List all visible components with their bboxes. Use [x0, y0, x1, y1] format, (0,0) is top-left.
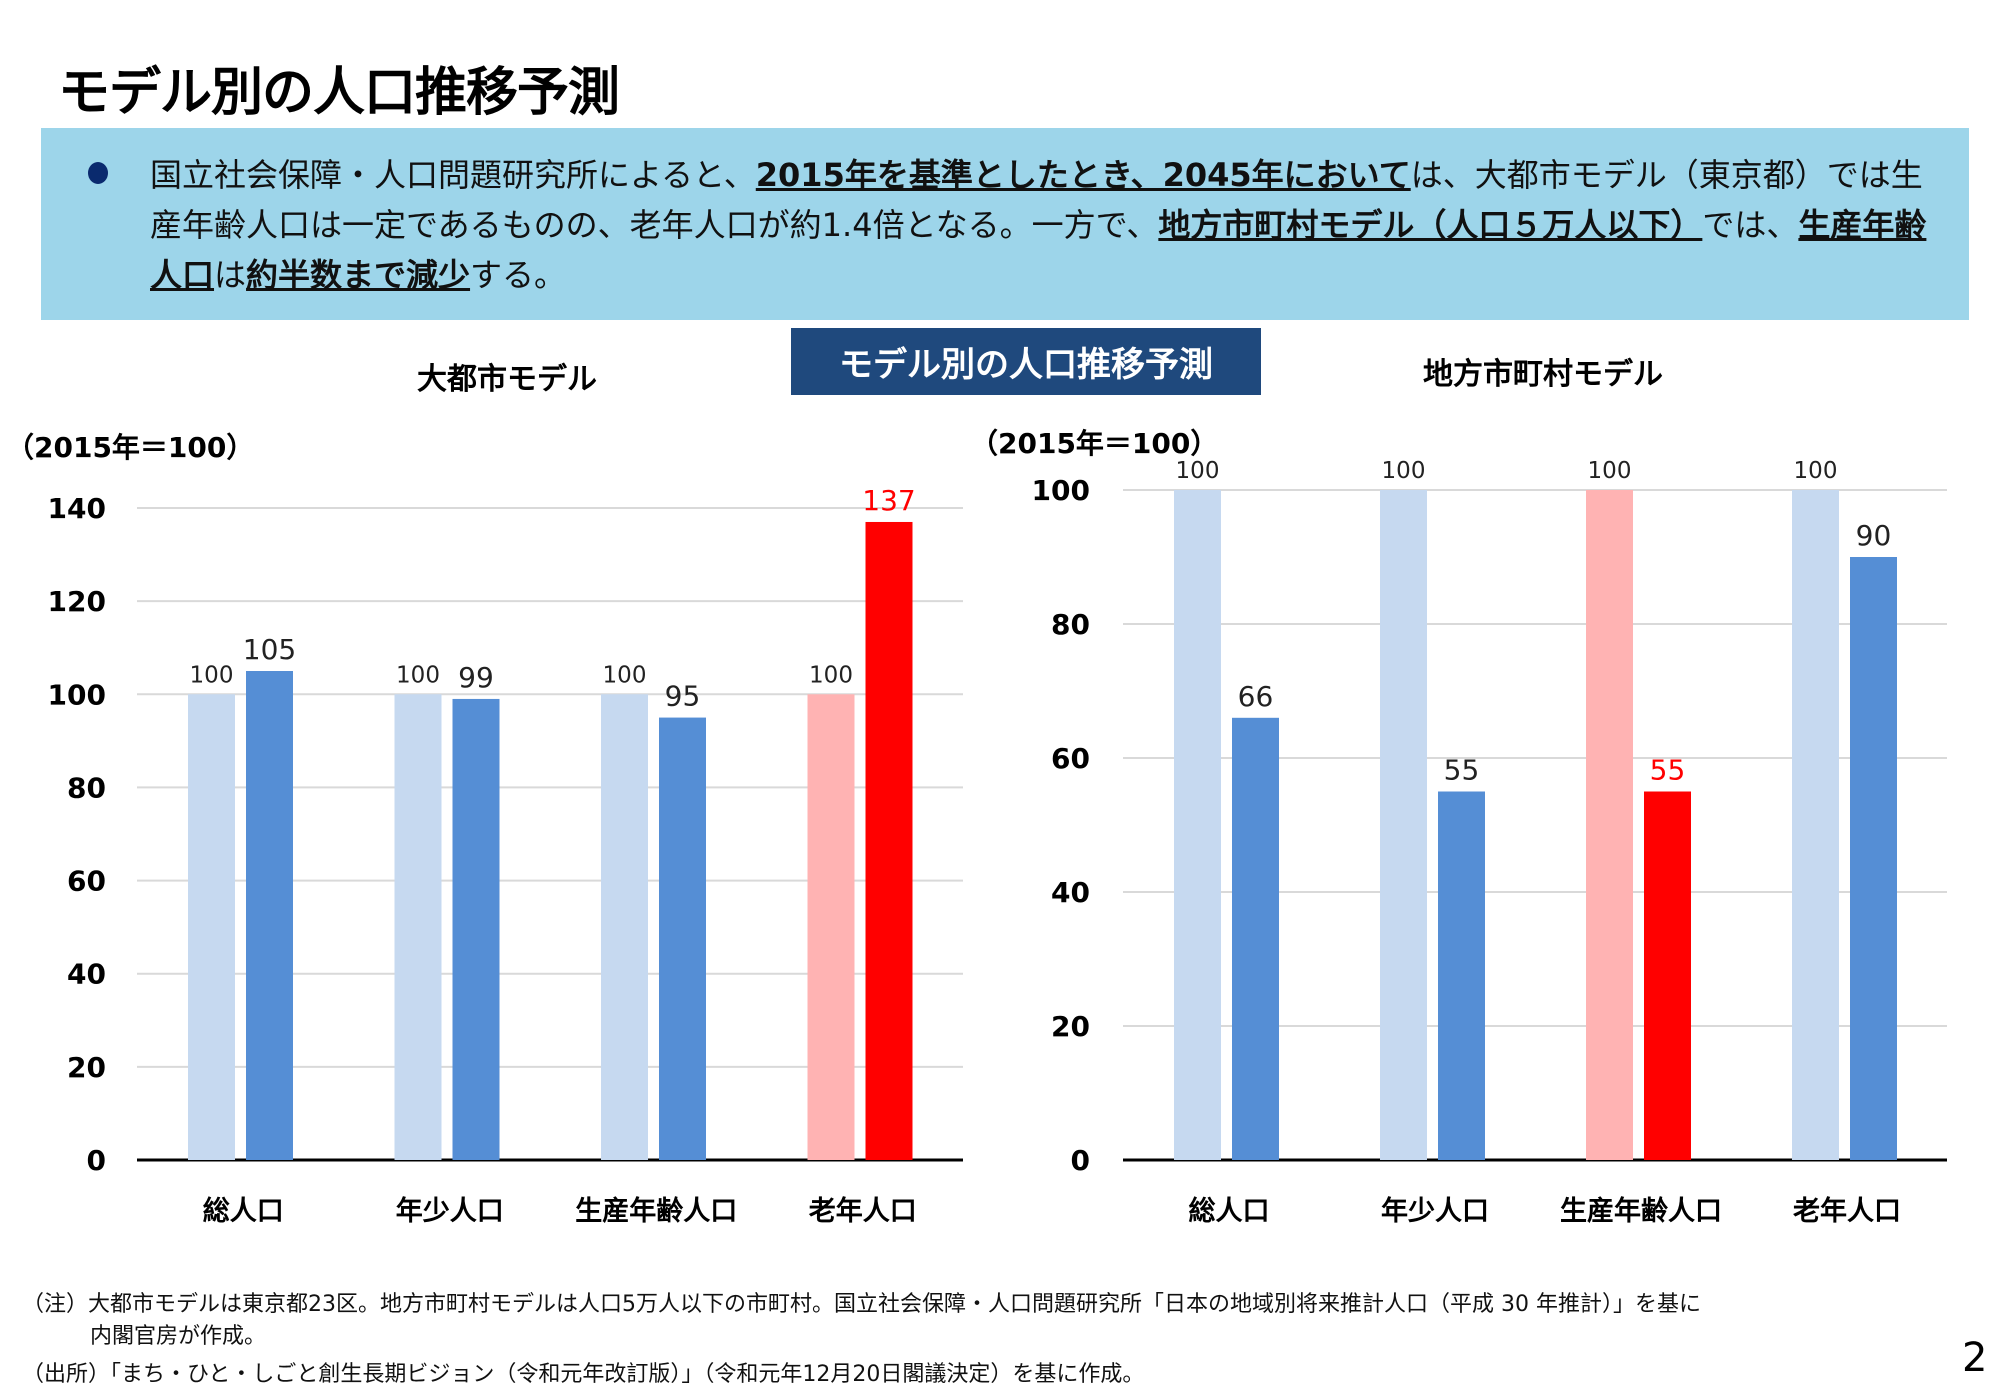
x-tick-label: 年少人口	[396, 1195, 504, 1227]
bar-2045	[1232, 717, 1279, 1160]
footnote-2: 内閣官房が作成。	[90, 1324, 267, 1349]
left-chart-unit: （2015年＝100）	[6, 431, 255, 464]
bar-2015	[1792, 490, 1839, 1160]
data-label: 105	[243, 633, 296, 666]
y-tick-label: 80	[1051, 608, 1090, 641]
summary-emphasis: 生産年齢人口	[150, 206, 1927, 294]
data-label: 55	[1444, 754, 1480, 787]
y-tick-label: 60	[1051, 742, 1090, 775]
bar-2045	[1850, 557, 1897, 1160]
bullet-icon	[88, 162, 108, 184]
data-label: 100	[603, 662, 647, 688]
bar-2015	[601, 694, 648, 1160]
summary-emphasis: 地方市町村モデル（人口５万人以下）	[1158, 206, 1703, 244]
summary-segment: は	[214, 256, 247, 294]
y-tick-label: 40	[1051, 876, 1090, 909]
bar-2015	[807, 694, 855, 1160]
bar-2045	[865, 521, 913, 1160]
data-label: 137	[862, 484, 915, 517]
bar-2045	[1438, 791, 1485, 1160]
data-label: 90	[1856, 519, 1892, 552]
center-label: モデル別の人口推移予測	[791, 328, 1261, 395]
data-label: 100	[190, 662, 234, 688]
data-label: 100	[396, 662, 440, 688]
summary-segment: は、大都市モデル（東京都）では生産年齢人口は一定であるものの、老年人口が約1.4…	[150, 156, 1923, 244]
bar-2045	[452, 698, 500, 1160]
page-title: モデル別の人口推移予測	[58, 63, 620, 123]
x-tick-label: 生産年齢人口	[1560, 1195, 1722, 1227]
summary-emphasis: 約半数まで減少	[246, 256, 471, 294]
y-tick-label: 40	[67, 958, 106, 991]
x-tick-label: 老年人口	[1793, 1195, 1901, 1227]
summary-banner	[41, 128, 1969, 320]
y-tick-label: 100	[1032, 474, 1090, 507]
x-tick-label: 老年人口	[809, 1195, 917, 1227]
bar-2015	[188, 694, 235, 1160]
bar-2015	[1380, 490, 1427, 1160]
right-chart-title: 地方市町村モデル	[1423, 357, 1663, 392]
x-tick-label: 総人口	[1189, 1195, 1270, 1227]
source-note: （出所）「まち・ひと・しごと創生長期ビジョン（令和元年改訂版）」（令和元年12月…	[22, 1362, 1145, 1385]
y-tick-label: 60	[67, 865, 106, 898]
bar-2015	[394, 694, 442, 1160]
y-tick-label: 120	[48, 585, 106, 618]
footnote-1: （注）大都市モデルは東京都23区。地方市町村モデルは人口5万人以下の市町村。国立…	[22, 1292, 1701, 1317]
data-label: 99	[458, 661, 494, 694]
y-tick-label: 20	[67, 1051, 106, 1084]
summary-segment: する。	[470, 256, 567, 294]
data-label: 100	[1588, 458, 1632, 484]
x-tick-label: 生産年齢人口	[575, 1195, 737, 1227]
data-label: 66	[1238, 680, 1274, 713]
summary-text: 国立社会保障・人口問題研究所によると、2015年を基準としたとき、2045年にお…	[150, 150, 1930, 300]
x-tick-label: 年少人口	[1381, 1195, 1489, 1227]
y-tick-label: 0	[87, 1144, 106, 1177]
data-label: 55	[1650, 754, 1686, 787]
y-tick-label: 80	[67, 771, 106, 804]
right-chart-unit: （2015年＝100）	[970, 427, 1219, 460]
summary-segment: では、	[1702, 206, 1799, 244]
data-label: 100	[1176, 458, 1220, 484]
page-number: 2	[1962, 1335, 1988, 1381]
bar-2015	[1586, 490, 1633, 1160]
data-label: 100	[1382, 458, 1426, 484]
summary-segment: 国立社会保障・人口問題研究所によると、	[150, 156, 756, 194]
data-label: 95	[665, 680, 701, 713]
y-tick-label: 20	[1051, 1010, 1090, 1043]
bar-2045	[1644, 791, 1691, 1160]
left-chart-title: 大都市モデル	[417, 362, 597, 397]
y-tick-label: 0	[1071, 1144, 1090, 1177]
summary-emphasis: 2015年を基準としたとき、2045年において	[755, 156, 1411, 194]
bar-2045	[246, 671, 293, 1160]
x-tick-label: 総人口	[203, 1195, 284, 1227]
data-label: 100	[1794, 458, 1838, 484]
bar-2015	[1174, 490, 1221, 1160]
bar-2045	[659, 717, 706, 1160]
data-label: 100	[809, 662, 853, 688]
y-tick-label: 140	[48, 492, 106, 525]
y-tick-label: 100	[48, 678, 106, 711]
